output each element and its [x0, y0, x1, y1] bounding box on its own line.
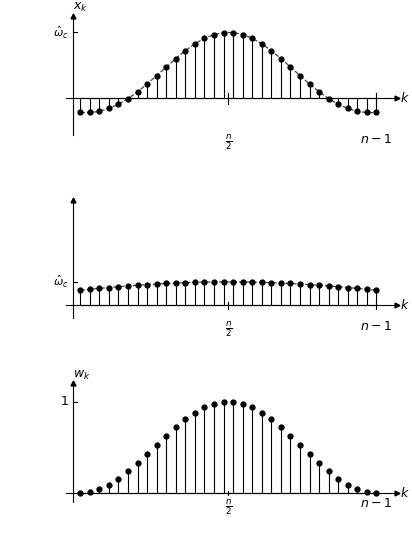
- Text: $\frac{n}{2}$: $\frac{n}{2}$: [225, 133, 232, 152]
- Text: $\frac{n}{2}$: $\frac{n}{2}$: [225, 497, 232, 517]
- Text: $n-1$: $n-1$: [360, 319, 392, 333]
- Text: $k$: $k$: [400, 91, 410, 105]
- Text: $\hat{\omega}_c$: $\hat{\omega}_c$: [53, 25, 69, 41]
- Text: $\hat{\omega}_c$: $\hat{\omega}_c$: [53, 274, 69, 290]
- Text: $x_k$: $x_k$: [73, 1, 88, 13]
- Text: $w_k$: $w_k$: [73, 368, 90, 382]
- Text: $k$: $k$: [400, 299, 410, 312]
- Text: $n-1$: $n-1$: [360, 133, 392, 146]
- Text: $\frac{n}{2}$: $\frac{n}{2}$: [225, 319, 232, 339]
- Text: $1$: $1$: [60, 395, 69, 408]
- Text: $n-1$: $n-1$: [360, 497, 392, 511]
- Text: $k$: $k$: [400, 486, 410, 500]
